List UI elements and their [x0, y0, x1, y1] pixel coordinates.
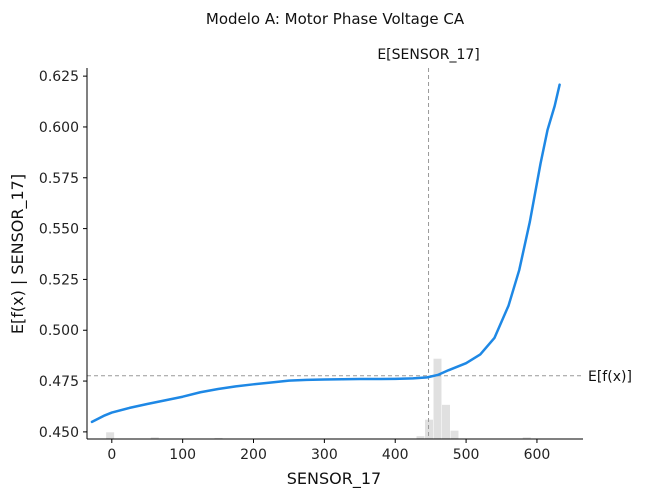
histogram-bar — [150, 437, 159, 439]
histogram-bar — [424, 419, 433, 439]
histogram-bar — [214, 437, 223, 439]
histogram-bar — [433, 358, 442, 439]
expected-output-label: E[f(x)] — [588, 369, 632, 385]
x-tick-label: 300 — [311, 447, 338, 463]
reference-lines: E[SENSOR_17] E[f(x)] — [87, 47, 632, 439]
axes — [86, 68, 583, 440]
histogram-bar — [441, 404, 450, 439]
y-axis-title: E[f(x) | SENSOR_17] — [8, 174, 28, 334]
x-ticks: 0 100 200 300 400 500 600 — [107, 439, 550, 463]
x-tick-label: 200 — [240, 447, 267, 463]
expected-feature-label: E[SENSOR_17] — [377, 47, 479, 63]
histogram-bar — [522, 437, 531, 439]
series — [90, 83, 561, 424]
chart-title: Modelo A: Motor Phase Voltage CA — [206, 10, 465, 28]
histogram-bar — [106, 432, 115, 439]
y-tick-label: 0.575 — [39, 171, 79, 187]
series-line — [90, 83, 561, 424]
y-tick-label: 0.475 — [39, 374, 79, 390]
x-tick-label: 600 — [524, 447, 551, 463]
x-tick-label: 500 — [453, 447, 480, 463]
y-tick-label: 0.500 — [39, 323, 79, 339]
histogram — [106, 358, 531, 439]
x-axis-title: SENSOR_17 — [287, 469, 381, 489]
x-tick-label: 400 — [382, 447, 409, 463]
y-tick-label: 0.600 — [39, 120, 79, 136]
y-tick-label: 0.525 — [39, 272, 79, 288]
y-tick-label: 0.550 — [39, 222, 79, 238]
y-ticks: 0.450 0.475 0.500 0.525 0.550 0.575 0.600 0.625 — [39, 69, 87, 441]
histogram-bar — [450, 430, 459, 439]
x-tick-label: 100 — [169, 447, 196, 463]
y-tick-label: 0.625 — [39, 69, 79, 85]
histogram-bar — [416, 436, 425, 439]
y-tick-label: 0.450 — [39, 425, 79, 441]
x-tick-label: 0 — [107, 447, 116, 463]
